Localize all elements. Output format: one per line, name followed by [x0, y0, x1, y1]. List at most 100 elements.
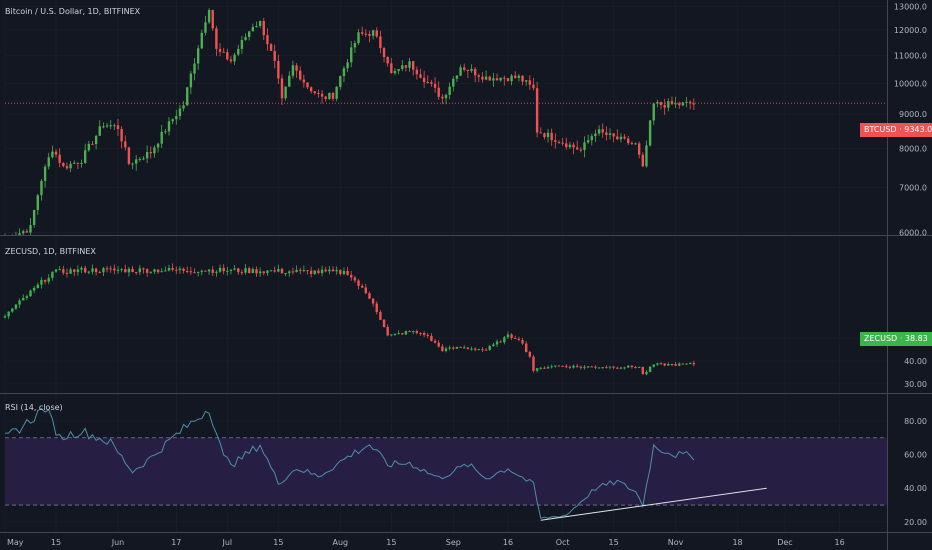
- candle-body: [116, 125, 120, 129]
- zec-candles: [3, 263, 696, 376]
- candle-body: [463, 347, 466, 349]
- candle-body: [441, 96, 444, 99]
- candle-body: [83, 267, 87, 273]
- candle-body: [113, 268, 116, 271]
- candle-body: [692, 103, 696, 105]
- candle-body: [346, 270, 349, 275]
- y-tick-label: 13000.0: [894, 3, 927, 12]
- candle-body: [65, 166, 69, 169]
- y-tick-label: 40.00: [904, 357, 927, 366]
- candle-body: [120, 269, 123, 271]
- candle-body: [295, 269, 298, 272]
- candle-body: [379, 312, 382, 320]
- candle-body: [280, 78, 284, 99]
- candle-body: [280, 268, 284, 274]
- candle-body: [200, 270, 204, 272]
- candle-body: [91, 143, 94, 145]
- candle-body: [641, 154, 645, 167]
- candle-body: [576, 365, 579, 367]
- candle-body: [269, 270, 273, 272]
- candle-body: [313, 91, 316, 93]
- candle-body: [73, 162, 76, 164]
- candle-body: [408, 331, 411, 333]
- x-tick-label: 16: [503, 538, 513, 547]
- candle-body: [76, 162, 80, 164]
- candle-body: [331, 92, 335, 99]
- candle-body: [634, 366, 637, 368]
- candle-body: [306, 270, 309, 272]
- candle-body: [135, 271, 138, 273]
- x-tick-label: 18: [732, 538, 742, 547]
- candle-body: [233, 54, 236, 62]
- candle-body: [25, 231, 29, 233]
- candle-body: [368, 33, 371, 36]
- candle-body: [375, 303, 378, 313]
- x-tick-label: 15: [386, 538, 396, 547]
- candle-body: [430, 82, 433, 84]
- candle-body: [594, 133, 597, 137]
- candle-body: [637, 143, 641, 155]
- candle-body: [503, 77, 506, 79]
- candle-body: [608, 133, 612, 135]
- candle-body: [678, 103, 681, 106]
- btc-badge-value: 9343.0: [904, 125, 932, 134]
- candle-body: [422, 333, 426, 335]
- candle-body: [623, 136, 626, 139]
- candle-body: [54, 269, 58, 272]
- candle-body: [196, 271, 200, 273]
- candle-body: [25, 296, 29, 298]
- candle-body: [189, 271, 193, 273]
- candle-body: [105, 125, 109, 127]
- candle-body: [11, 308, 14, 312]
- candle-body: [262, 271, 265, 274]
- candle-body: [685, 101, 688, 103]
- candle-body: [302, 79, 306, 83]
- candle-body: [284, 273, 287, 275]
- candle-body: [586, 140, 590, 143]
- y-tick-label: 60.00: [904, 451, 927, 460]
- y-tick-label: 6000.0: [899, 229, 927, 238]
- candle-body: [368, 293, 371, 299]
- candle-body: [94, 268, 98, 273]
- candle-body: [145, 269, 149, 273]
- candle-body: [175, 116, 178, 120]
- candle-body: [546, 132, 550, 138]
- candle-body: [517, 75, 521, 78]
- candle-body: [397, 333, 400, 335]
- candle-body: [393, 70, 397, 74]
- btc-price-badge: BTCUSD · 9343.0: [860, 123, 932, 137]
- candle-body: [80, 162, 83, 164]
- candle-body: [291, 271, 295, 273]
- candle-body: [171, 267, 174, 270]
- candle-body: [364, 287, 368, 294]
- candle-body: [452, 347, 455, 349]
- candle-body: [495, 78, 499, 81]
- y-tick-label: 30.00: [904, 380, 927, 389]
- candle-body: [237, 48, 240, 55]
- x-tick-label: 15: [609, 538, 619, 547]
- candle-body: [120, 128, 123, 142]
- candle-body: [386, 327, 389, 336]
- candle-body: [102, 268, 105, 273]
- y-tick-label: 12000.0: [894, 26, 927, 35]
- candle-body: [350, 274, 353, 278]
- candle-body: [350, 47, 353, 63]
- y-tick-label: 11000.0: [894, 51, 927, 60]
- candle-body: [605, 132, 608, 135]
- candle-body: [258, 21, 262, 26]
- candle-body: [437, 342, 440, 347]
- candle-body: [277, 268, 280, 272]
- candle-body: [277, 60, 280, 79]
- candle-body: [153, 147, 156, 154]
- candle-body: [328, 269, 331, 272]
- candle-body: [371, 30, 375, 36]
- candle-body: [386, 56, 389, 64]
- candle-body: [43, 279, 47, 282]
- candle-body: [335, 269, 338, 272]
- x-tick-label: May: [7, 538, 24, 547]
- candle-body: [473, 68, 477, 76]
- candle-body: [692, 362, 696, 365]
- candle-body: [215, 28, 218, 49]
- candle-body: [73, 269, 76, 272]
